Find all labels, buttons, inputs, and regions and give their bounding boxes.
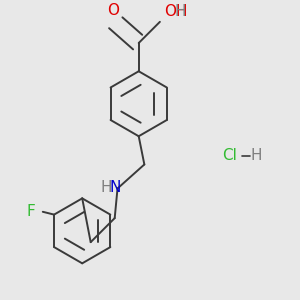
- Text: N: N: [109, 180, 120, 195]
- Text: Cl: Cl: [222, 148, 236, 164]
- Text: H: H: [175, 4, 186, 19]
- Text: OH: OH: [164, 4, 188, 19]
- Text: O: O: [107, 3, 119, 18]
- Text: H: H: [250, 148, 262, 164]
- Text: H: H: [100, 180, 112, 195]
- Text: F: F: [27, 204, 36, 219]
